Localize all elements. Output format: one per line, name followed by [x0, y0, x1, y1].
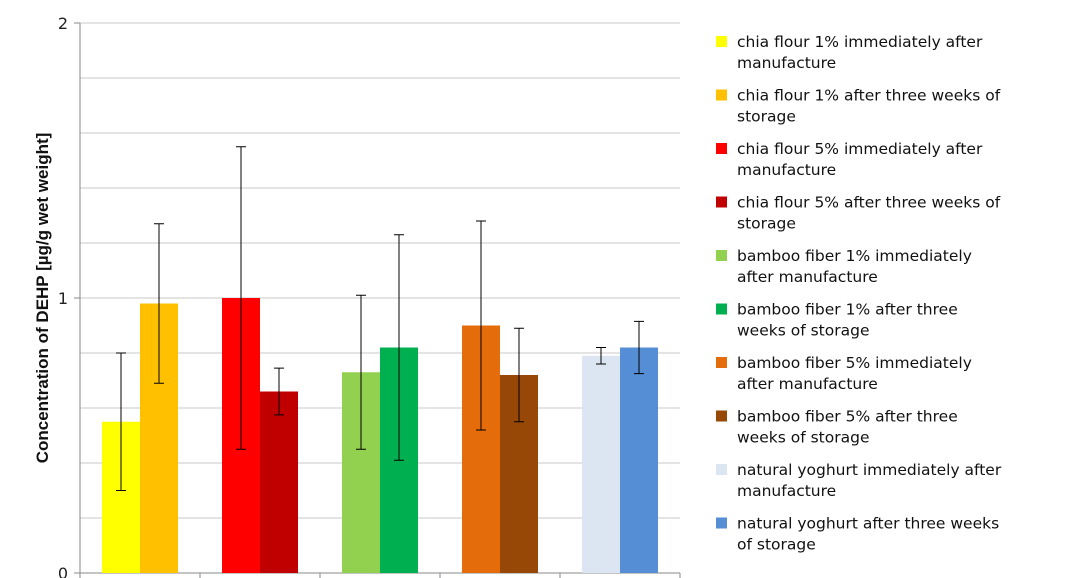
legend-entry-line: bamboo fiber 5% after three [737, 408, 958, 426]
legend-entry: chia flour 5% immediately after manufactu… [737, 140, 983, 179]
legend-entry-line: bamboo fiber 1% immediately [737, 247, 972, 265]
legend-entry: chia flour 1% after three weeks of storag… [737, 87, 1001, 126]
legend-entry: bamboo fiber 1% immediately after manufac… [737, 247, 972, 286]
legend-swatch [716, 303, 727, 315]
legend-entry-line: manufacture [737, 54, 836, 72]
error-bars [116, 146, 644, 491]
legend-swatch [716, 250, 727, 261]
legend-entry-line: bamboo fiber 5% immediately [737, 354, 972, 372]
legend-swatch [716, 464, 727, 475]
legend-entry-line: bamboo fiber 1% after three [737, 301, 958, 319]
legend-entry-line: after manufacture [737, 375, 878, 393]
legend-swatch [716, 410, 727, 422]
bar [260, 391, 298, 573]
legend-entry-line: natural yoghurt immediately after [737, 461, 1002, 479]
legend-swatch [716, 36, 727, 47]
legend-entry-line: manufacture [737, 161, 836, 179]
y-tick-label: 2 [58, 14, 68, 33]
legend-entry-line: storage [737, 108, 796, 126]
legend-swatch [716, 517, 727, 529]
y-tick-label: 0 [58, 564, 68, 578]
bar [620, 347, 658, 573]
legend-entry: bamboo fiber 1% after three weeks of stor… [737, 301, 958, 340]
y-tick-labels: 0 1 2 [58, 14, 68, 578]
legend-entry-line: manufacture [737, 482, 836, 500]
bar [582, 355, 620, 573]
legend-entry: chia flour 1% immediately after manufactu… [737, 33, 983, 72]
bars [102, 298, 658, 573]
legend-swatch [716, 357, 727, 368]
legend-entry: natural yoghurt after three weeks of stor… [737, 515, 999, 554]
legend-entry: natural yoghurt immediately after manufac… [737, 461, 1002, 500]
legend-swatch [716, 196, 727, 208]
legend: chia flour 1% immediately after manufactu… [716, 33, 1002, 554]
legend-entry-line: chia flour 1% immediately after [737, 33, 983, 51]
legend-entry-line: chia flour 5% after three weeks of [737, 194, 1001, 212]
legend-entry: bamboo fiber 5% immediately after manufac… [737, 354, 972, 393]
y-axis-label: Concentration of DEHP [µg/g wet weight] [33, 133, 52, 464]
legend-entry-line: natural yoghurt after three weeks [737, 515, 999, 533]
legend-entry-line: of storage [737, 536, 816, 554]
legend-entry-line: chia flour 5% immediately after [737, 140, 983, 158]
y-tick-label: 1 [58, 289, 68, 308]
legend-entry-line: storage [737, 215, 796, 233]
legend-entry: bamboo fiber 5% after three weeks of stor… [737, 408, 958, 447]
legend-entry-line: chia flour 1% after three weeks of [737, 87, 1001, 105]
legend-entry-line: weeks of storage [737, 429, 869, 447]
legend-entry-line: weeks of storage [737, 322, 869, 340]
legend-swatch [716, 143, 727, 154]
legend-entry: chia flour 5% after three weeks of storag… [737, 194, 1001, 233]
gridlines [80, 22, 680, 519]
legend-swatch [716, 89, 727, 101]
legend-entry-line: after manufacture [737, 268, 878, 286]
